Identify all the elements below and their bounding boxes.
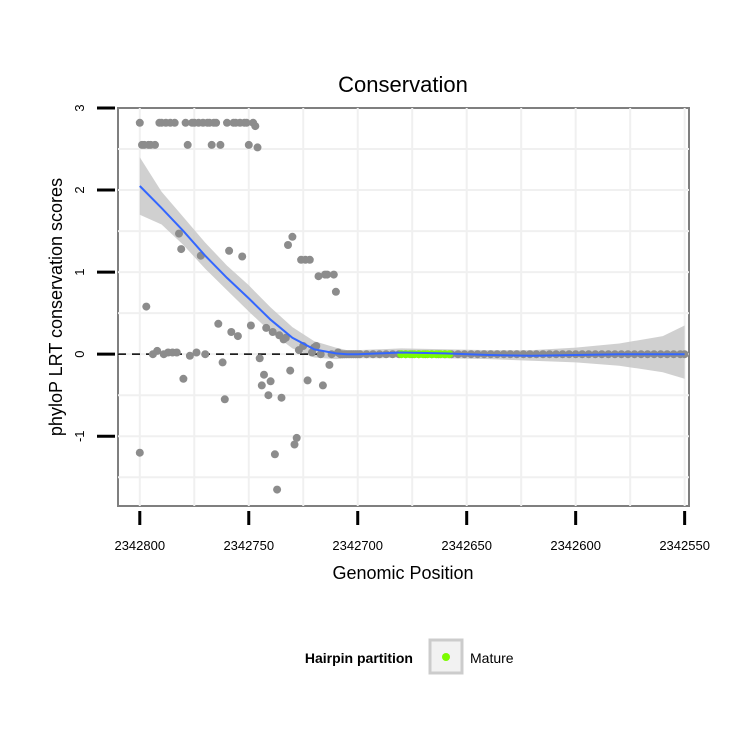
score-point xyxy=(185,351,194,360)
x-tick-label: 2342750 xyxy=(223,538,274,553)
score-point xyxy=(305,255,314,264)
score-point xyxy=(286,366,295,375)
score-point xyxy=(151,140,159,149)
x-tick-label: 2342700 xyxy=(332,538,383,553)
score-point xyxy=(233,332,242,341)
y-tick-label: 2 xyxy=(72,186,87,193)
score-point xyxy=(175,229,183,238)
y-axis-title: phyloP LRT conservation scores xyxy=(46,178,66,436)
y-tick-label: 1 xyxy=(72,269,87,276)
legend-mature-dot xyxy=(442,653,450,661)
score-point xyxy=(323,270,332,279)
y-tick-label: 3 xyxy=(72,104,87,111)
score-point xyxy=(135,448,144,457)
score-point xyxy=(253,143,262,152)
score-point xyxy=(153,346,162,355)
score-point xyxy=(316,350,325,359)
x-tick-label: 2342800 xyxy=(114,538,165,553)
legend: Hairpin partition Mature xyxy=(305,638,514,675)
score-point xyxy=(212,118,221,127)
x-tick-label: 2342650 xyxy=(441,538,492,553)
score-point xyxy=(292,433,301,442)
score-point xyxy=(201,350,210,359)
score-point xyxy=(179,374,188,383)
score-point xyxy=(331,287,340,296)
score-point xyxy=(177,245,186,254)
score-point xyxy=(268,328,277,336)
score-point xyxy=(227,328,236,336)
score-point xyxy=(207,140,216,149)
score-point xyxy=(290,440,299,449)
score-point xyxy=(242,118,251,127)
score-point xyxy=(142,302,151,311)
score-point xyxy=(251,122,260,131)
score-point xyxy=(284,241,292,249)
score-point xyxy=(218,358,227,367)
score-point xyxy=(264,391,273,400)
score-point xyxy=(244,140,253,149)
score-point xyxy=(288,232,297,241)
score-point xyxy=(246,321,255,330)
x-tick-label: 2342600 xyxy=(550,538,601,553)
smooth-fit-line xyxy=(139,185,685,357)
score-point xyxy=(257,381,266,390)
y-tick-label: 0 xyxy=(72,351,87,358)
score-point xyxy=(220,395,229,404)
plot-panel xyxy=(117,107,690,507)
score-point xyxy=(225,246,234,255)
plot-panel-border xyxy=(117,107,690,507)
score-point xyxy=(260,370,268,379)
score-point xyxy=(192,348,201,357)
axes: 2342800 2342750 2342700 2342650 2342600 23425… xyxy=(72,104,710,553)
score-point xyxy=(172,348,181,357)
score-point xyxy=(170,118,179,127)
score-point xyxy=(318,381,327,390)
score-point xyxy=(223,118,231,127)
y-tick-label: -1 xyxy=(72,430,87,442)
score-point xyxy=(183,140,192,149)
score-point xyxy=(314,272,323,281)
score-point xyxy=(312,342,321,350)
score-point xyxy=(238,252,247,261)
legend-title: Hairpin partition xyxy=(305,650,413,666)
grid-lines xyxy=(118,108,689,506)
score-point xyxy=(216,140,225,149)
score-point xyxy=(262,323,271,332)
x-tick-label: 2342550 xyxy=(659,538,710,553)
score-point xyxy=(181,118,190,127)
score-point xyxy=(281,333,290,342)
score-point xyxy=(135,118,144,127)
score-point xyxy=(325,360,334,369)
score-point xyxy=(255,354,264,363)
x-axis-title: Genomic Position xyxy=(332,563,473,583)
score-point xyxy=(270,450,279,459)
score-point xyxy=(329,270,338,279)
score-point xyxy=(303,376,312,385)
legend-label-mature: Mature xyxy=(470,650,514,666)
score-point xyxy=(214,319,223,328)
chart-title: Conservation xyxy=(338,72,468,97)
score-point xyxy=(273,485,282,494)
score-point xyxy=(266,377,275,386)
smooth-fit-layer xyxy=(139,185,685,357)
score-point xyxy=(277,393,286,402)
